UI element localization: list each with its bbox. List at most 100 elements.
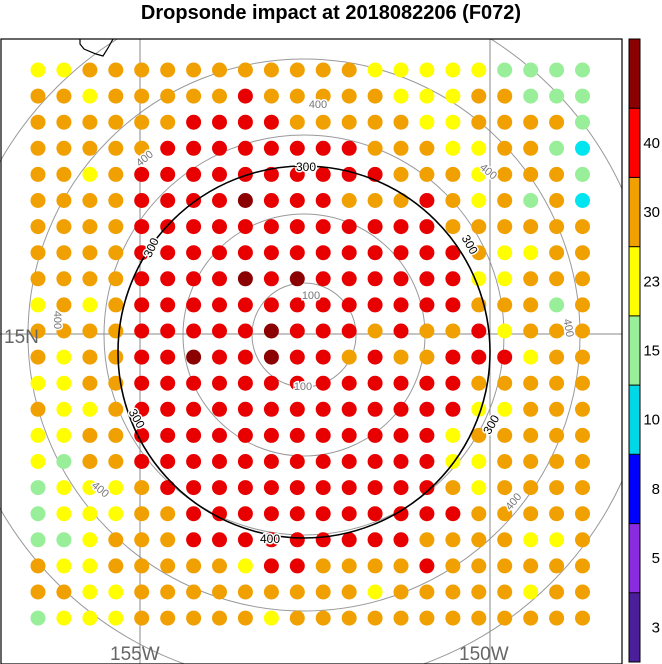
impact-dot bbox=[56, 427, 72, 443]
impact-dot bbox=[523, 506, 539, 522]
impact-dot bbox=[263, 297, 279, 313]
impact-dot bbox=[212, 114, 227, 130]
impact-dot bbox=[186, 401, 202, 417]
impact-dot bbox=[497, 245, 513, 261]
impact-dot bbox=[186, 62, 202, 78]
impact-dot bbox=[108, 88, 124, 104]
impact-dot bbox=[471, 114, 487, 130]
impact-dot bbox=[237, 88, 253, 104]
impact-dot bbox=[471, 610, 487, 626]
impact-dot bbox=[497, 584, 513, 600]
impact-dot bbox=[134, 114, 150, 130]
impact-dot bbox=[393, 401, 409, 417]
impact-dot bbox=[445, 245, 461, 261]
impact-dot bbox=[186, 375, 202, 391]
impact-dot bbox=[134, 297, 150, 313]
colorbar-segment bbox=[629, 385, 640, 455]
impact-dot bbox=[263, 245, 279, 261]
impact-dot bbox=[341, 62, 357, 78]
impact-dot bbox=[341, 140, 357, 156]
impact-dot bbox=[523, 480, 539, 496]
impact-dot bbox=[160, 114, 176, 130]
colorbar-tick-label: 3 bbox=[652, 619, 660, 636]
impact-dot bbox=[445, 140, 461, 156]
impact-dot bbox=[212, 349, 227, 365]
impact-dot bbox=[263, 62, 279, 78]
coastline bbox=[79, 39, 114, 57]
ring-label: 400 bbox=[309, 99, 327, 111]
colorbar-segment bbox=[629, 108, 640, 178]
impact-dot bbox=[212, 558, 227, 574]
impact-dot bbox=[341, 375, 357, 391]
impact-dot bbox=[56, 140, 72, 156]
impact-dot bbox=[393, 558, 409, 574]
impact-dot bbox=[263, 219, 279, 235]
impact-dot bbox=[160, 271, 176, 287]
impact-dot bbox=[134, 166, 150, 182]
impact-dot bbox=[497, 427, 513, 443]
impact-dot bbox=[549, 558, 565, 574]
impact-dot bbox=[108, 166, 124, 182]
impact-dot bbox=[497, 297, 513, 313]
impact-dot bbox=[549, 297, 565, 313]
impact-dot bbox=[549, 375, 565, 391]
impact-dot bbox=[419, 88, 435, 104]
impact-dot bbox=[160, 427, 176, 443]
impact-dot bbox=[56, 245, 72, 261]
impact-dot bbox=[523, 558, 539, 574]
impact-dot bbox=[341, 610, 357, 626]
impact-dot bbox=[186, 427, 202, 443]
impact-dot bbox=[160, 193, 176, 208]
impact-dot bbox=[289, 271, 305, 287]
impact-dot bbox=[471, 140, 487, 156]
impact-dot bbox=[82, 427, 98, 443]
impact-dot bbox=[445, 506, 461, 522]
impact-dot bbox=[419, 166, 435, 182]
impact-dot bbox=[523, 140, 539, 156]
impact-dot bbox=[315, 140, 331, 156]
impact-dot bbox=[108, 610, 124, 626]
impact-dot bbox=[497, 610, 513, 626]
impact-dot bbox=[237, 349, 253, 365]
impact-dot bbox=[30, 62, 46, 78]
impact-dot bbox=[419, 140, 435, 156]
impact-dot bbox=[575, 62, 590, 78]
lon-label-155w: 155W bbox=[110, 644, 160, 664]
impact-dot bbox=[523, 375, 539, 391]
impact-dot bbox=[263, 375, 279, 391]
impact-dot bbox=[341, 271, 357, 287]
impact-dot bbox=[497, 375, 513, 391]
impact-dot bbox=[523, 427, 539, 443]
impact-dot bbox=[237, 140, 253, 156]
impact-dot bbox=[367, 506, 383, 522]
impact-dot bbox=[212, 375, 227, 391]
impact-dot bbox=[341, 506, 357, 522]
impact-dot bbox=[160, 245, 176, 261]
impact-dot bbox=[186, 610, 202, 626]
impact-dot bbox=[134, 532, 150, 548]
impact-dot bbox=[212, 193, 227, 208]
colorbar: 3 5 8 10 15 23 30 40 bbox=[628, 38, 660, 663]
impact-dot bbox=[575, 610, 590, 626]
impact-dot bbox=[367, 480, 383, 496]
impact-dot bbox=[471, 349, 487, 365]
impact-dot bbox=[82, 375, 98, 391]
impact-dot bbox=[549, 62, 565, 78]
impact-dot bbox=[445, 558, 461, 574]
impact-dot bbox=[263, 401, 279, 417]
impact-dot bbox=[30, 480, 46, 496]
impact-dot bbox=[471, 584, 487, 600]
impact-dot bbox=[419, 584, 435, 600]
impact-dot bbox=[134, 454, 150, 469]
impact-dot bbox=[134, 323, 150, 339]
impact-dot bbox=[82, 401, 98, 417]
impact-dot bbox=[367, 584, 383, 600]
impact-dot bbox=[237, 375, 253, 391]
impact-dot bbox=[237, 532, 253, 548]
colorbar-segment bbox=[629, 177, 640, 248]
impact-dot bbox=[289, 245, 305, 261]
impact-dot bbox=[549, 532, 565, 548]
impact-dot bbox=[82, 297, 98, 313]
impact-dot bbox=[134, 271, 150, 287]
impact-dot bbox=[212, 245, 227, 261]
